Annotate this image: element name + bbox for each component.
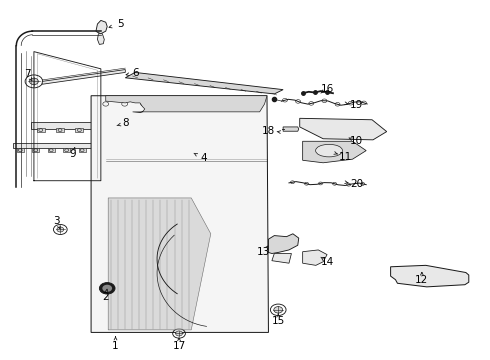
Bar: [37, 128, 45, 132]
Polygon shape: [31, 122, 123, 129]
Polygon shape: [303, 141, 366, 163]
Polygon shape: [96, 21, 107, 34]
Text: 2: 2: [102, 292, 109, 302]
Text: 12: 12: [415, 275, 428, 285]
Text: 4: 4: [200, 153, 207, 163]
Bar: [56, 128, 64, 132]
Bar: [110, 148, 117, 152]
Bar: [114, 128, 122, 132]
Bar: [94, 148, 101, 152]
Text: 15: 15: [271, 316, 285, 325]
Text: 9: 9: [70, 149, 76, 159]
Polygon shape: [42, 69, 125, 84]
Text: 17: 17: [172, 341, 186, 351]
Polygon shape: [269, 234, 299, 253]
Polygon shape: [108, 198, 211, 330]
Text: 1: 1: [112, 341, 119, 351]
Text: 8: 8: [122, 118, 128, 128]
Polygon shape: [391, 265, 469, 287]
Polygon shape: [125, 72, 283, 94]
Bar: [32, 148, 39, 152]
Text: 10: 10: [350, 136, 363, 146]
Bar: [48, 148, 54, 152]
Ellipse shape: [316, 144, 343, 157]
Polygon shape: [91, 96, 269, 332]
Polygon shape: [106, 96, 267, 113]
Circle shape: [99, 283, 115, 294]
Circle shape: [102, 285, 112, 292]
Text: 11: 11: [339, 152, 352, 162]
Circle shape: [175, 331, 182, 336]
Polygon shape: [98, 34, 104, 44]
Circle shape: [57, 227, 64, 232]
Text: 18: 18: [262, 126, 275, 135]
Circle shape: [274, 307, 283, 313]
Bar: [79, 148, 86, 152]
Polygon shape: [303, 250, 327, 265]
Bar: [17, 148, 24, 152]
Polygon shape: [272, 253, 292, 263]
Bar: [63, 148, 70, 152]
Polygon shape: [300, 118, 387, 140]
Text: 13: 13: [257, 247, 270, 257]
Text: 14: 14: [320, 257, 334, 267]
Polygon shape: [283, 127, 299, 131]
Text: 16: 16: [320, 84, 334, 94]
Polygon shape: [13, 143, 118, 148]
Text: 3: 3: [53, 216, 60, 226]
Text: 5: 5: [117, 19, 123, 29]
Text: 7: 7: [24, 69, 31, 79]
Text: 19: 19: [350, 100, 363, 111]
Text: 20: 20: [350, 179, 363, 189]
Text: 6: 6: [132, 68, 138, 78]
Bar: [75, 128, 83, 132]
Circle shape: [29, 78, 38, 85]
Bar: [95, 128, 102, 132]
